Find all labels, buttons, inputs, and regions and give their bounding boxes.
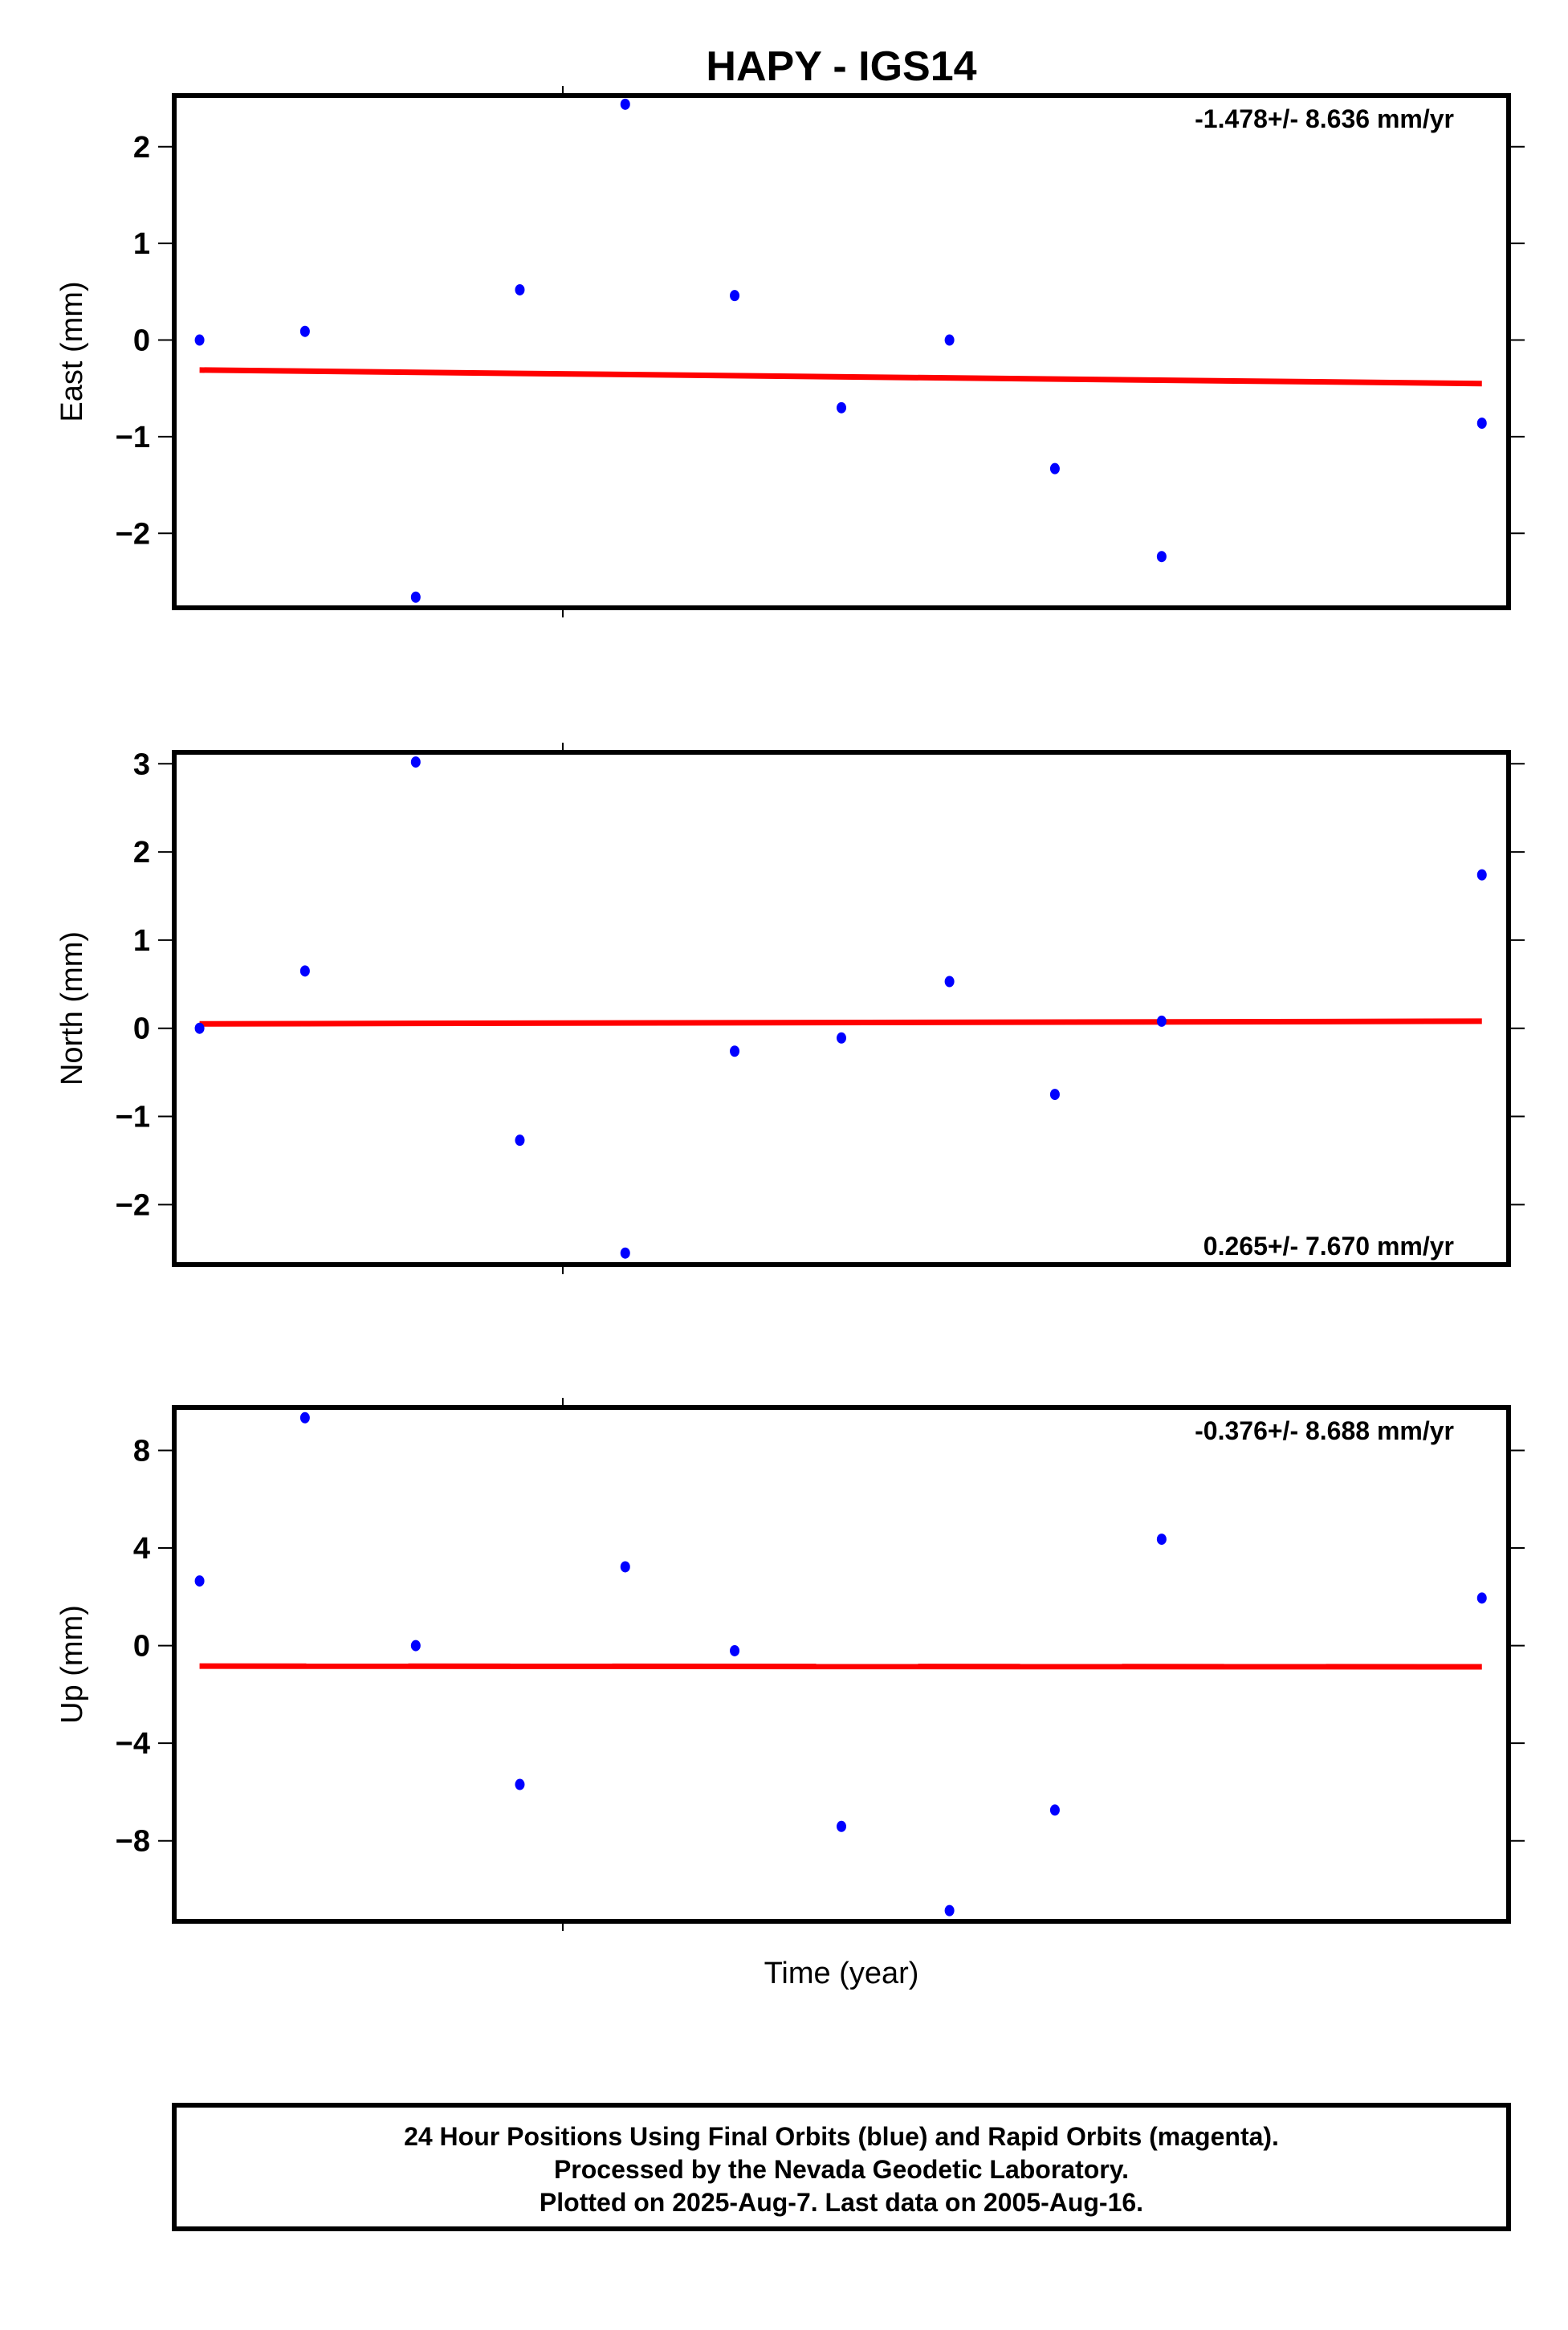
- panel-north: 3 2 1 0 −1 −2 North (mm) 0.265+/- 7.670 mm/yr: [55, 743, 1525, 1274]
- plot-frame: [172, 1405, 1511, 1924]
- data-point: [620, 1247, 630, 1259]
- trend-line: [199, 1018, 1482, 1027]
- footer-line-2: Processed by the Nevada Geodetic Laborat…: [554, 2155, 1129, 2184]
- y-axis-label: Up (mm): [55, 1605, 89, 1724]
- y-tick-label: −8: [116, 1825, 150, 1859]
- data-point: [620, 98, 630, 110]
- x-axis-label: Time (year): [764, 1957, 919, 1990]
- panel-up: 8 4 0 −4 −8 Up (mm) -0.376+/- 8.688 mm/yr: [55, 1398, 1525, 1931]
- data-point: [730, 1644, 740, 1656]
- data-point: [410, 1640, 421, 1652]
- data-point: [1049, 462, 1060, 475]
- footer-frame: [172, 2103, 1511, 2231]
- data-point: [1156, 1015, 1167, 1027]
- data-point: [299, 965, 310, 977]
- velocity-rate-label: -1.478+/- 8.636 mm/yr: [1195, 104, 1454, 133]
- data-point: [837, 401, 846, 413]
- y-tick-label: 0: [133, 1012, 150, 1046]
- data-point: [837, 1032, 846, 1044]
- y-axis-label: North (mm): [55, 931, 89, 1086]
- y-tick-label: 0: [133, 324, 150, 358]
- y-tick-label: 4: [133, 1532, 150, 1566]
- footer-line-1: 24 Hour Positions Using Final Orbits (bl…: [404, 2122, 1279, 2151]
- data-point: [515, 1134, 525, 1147]
- y-tick-label: −4: [116, 1727, 150, 1761]
- plot-frame: [172, 93, 1511, 610]
- y-tick-label: 8: [133, 1434, 150, 1468]
- trend-line: [199, 1663, 1482, 1670]
- data-point: [944, 1904, 955, 1917]
- data-point: [1049, 1804, 1060, 1816]
- y-tick-label: −1: [116, 1101, 150, 1134]
- data-point: [515, 283, 525, 295]
- data-point: [410, 756, 421, 768]
- footer-line-3: Plotted on 2025-Aug-7. Last data on 2005…: [540, 2188, 1143, 2217]
- data-point: [730, 1045, 740, 1057]
- panels-group: 2 1 0 −1 −2 East (mm) -1.478+/- 8.636 mm/yr 3 2 1…: [55, 86, 1525, 1931]
- y-tick-label: −1: [116, 421, 150, 454]
- data-point: [620, 1561, 630, 1573]
- data-point: [194, 334, 205, 346]
- y-tick-label: −2: [116, 1188, 150, 1222]
- data-point: [1476, 869, 1487, 881]
- y-tick-label: −2: [116, 517, 150, 551]
- chart-title: HAPY - IGS14: [706, 43, 976, 90]
- y-tick-label: 1: [133, 227, 150, 261]
- panel-east: 2 1 0 −1 −2 East (mm) -1.478+/- 8.636 mm/yr: [55, 86, 1525, 617]
- y-axis-label: East (mm): [55, 281, 89, 422]
- data-point: [299, 1411, 310, 1424]
- y-tick-label: 2: [133, 131, 150, 165]
- data-point: [1476, 1592, 1487, 1604]
- data-point: [837, 1820, 846, 1832]
- data-point: [730, 290, 740, 302]
- y-tick-label: 3: [133, 747, 150, 781]
- data-point: [515, 1778, 525, 1790]
- data-point: [299, 325, 310, 337]
- data-point: [944, 334, 955, 346]
- velocity-rate-label: 0.265+/- 7.670 mm/yr: [1203, 1232, 1454, 1261]
- y-tick-label: 0: [133, 1630, 150, 1664]
- y-tick-label: 1: [133, 924, 150, 958]
- data-point: [194, 1022, 205, 1034]
- data-point: [1476, 418, 1487, 430]
- data-point: [1049, 1089, 1060, 1101]
- data-point: [1156, 1534, 1167, 1546]
- y-tick-label: 2: [133, 836, 150, 870]
- data-point: [194, 1575, 205, 1587]
- data-point: [1156, 551, 1167, 563]
- data-point: [944, 976, 955, 988]
- data-point: [410, 591, 421, 603]
- velocity-rate-label: -0.376+/- 8.688 mm/yr: [1195, 1416, 1454, 1445]
- trend-line: [199, 367, 1482, 387]
- footer-box: 24 Hour Positions Using Final Orbits (bl…: [172, 2103, 1511, 2231]
- plot-frame: [172, 750, 1511, 1267]
